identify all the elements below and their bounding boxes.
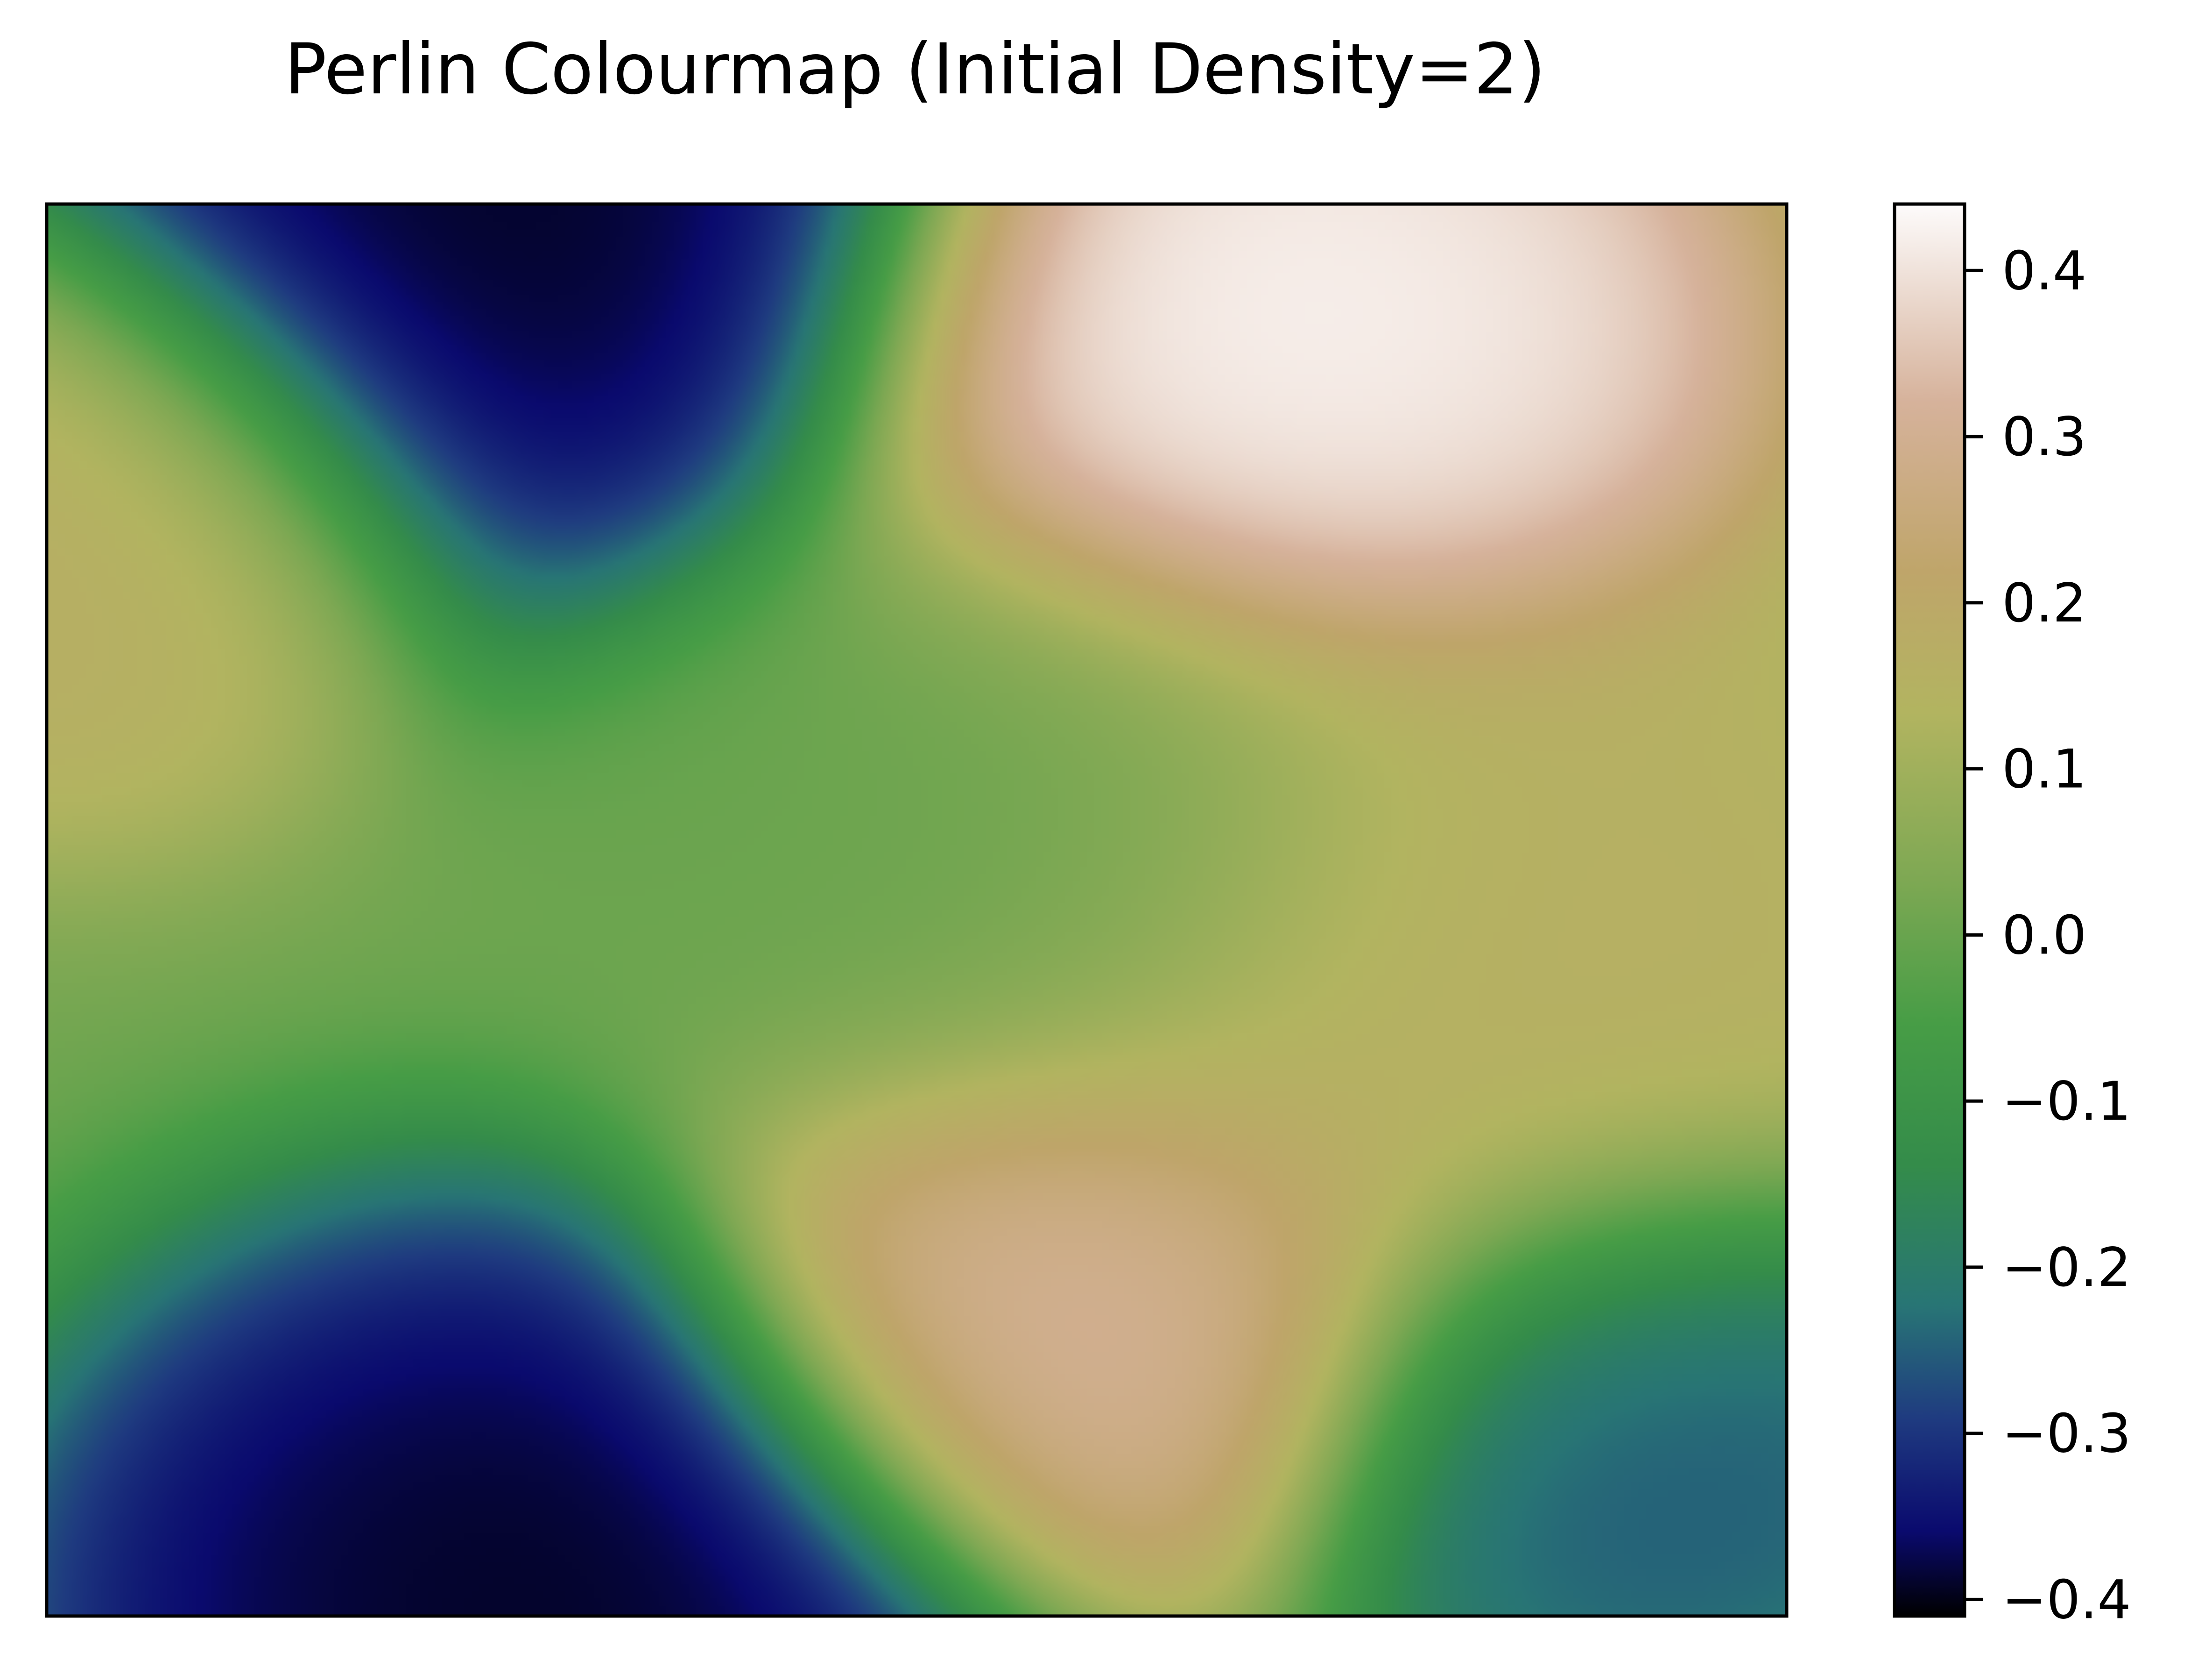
plot-frame xyxy=(45,202,1789,1618)
colorbar-tick-label: 0.2 xyxy=(2002,572,2086,634)
colorbar-tick-label: 0.4 xyxy=(2002,240,2086,302)
colorbar-tick-label: −0.4 xyxy=(2002,1568,2131,1631)
colorbar-tick-label: −0.2 xyxy=(2002,1236,2131,1299)
chart-title: Perlin Colourmap (Initial Density=2) xyxy=(284,29,1545,110)
colorbar-tick-label: 0.3 xyxy=(2002,406,2086,468)
heatmap-image xyxy=(47,204,1787,1616)
colorbar-tick-label: −0.1 xyxy=(2002,1070,2131,1132)
colorbar-tick-label: 0.0 xyxy=(2002,904,2086,966)
colorbar-tick-label: 0.1 xyxy=(2002,738,2086,800)
colorbar-gradient xyxy=(1893,202,1966,1618)
colorbar: 0.4 0.3 0.2 0.1 0.0 −0.1 −0.2 −0.3 −0.4 xyxy=(1893,202,2131,1631)
colorbar-tick-label: −0.3 xyxy=(2002,1403,2131,1465)
heatmap-plot-area xyxy=(45,202,1789,1618)
